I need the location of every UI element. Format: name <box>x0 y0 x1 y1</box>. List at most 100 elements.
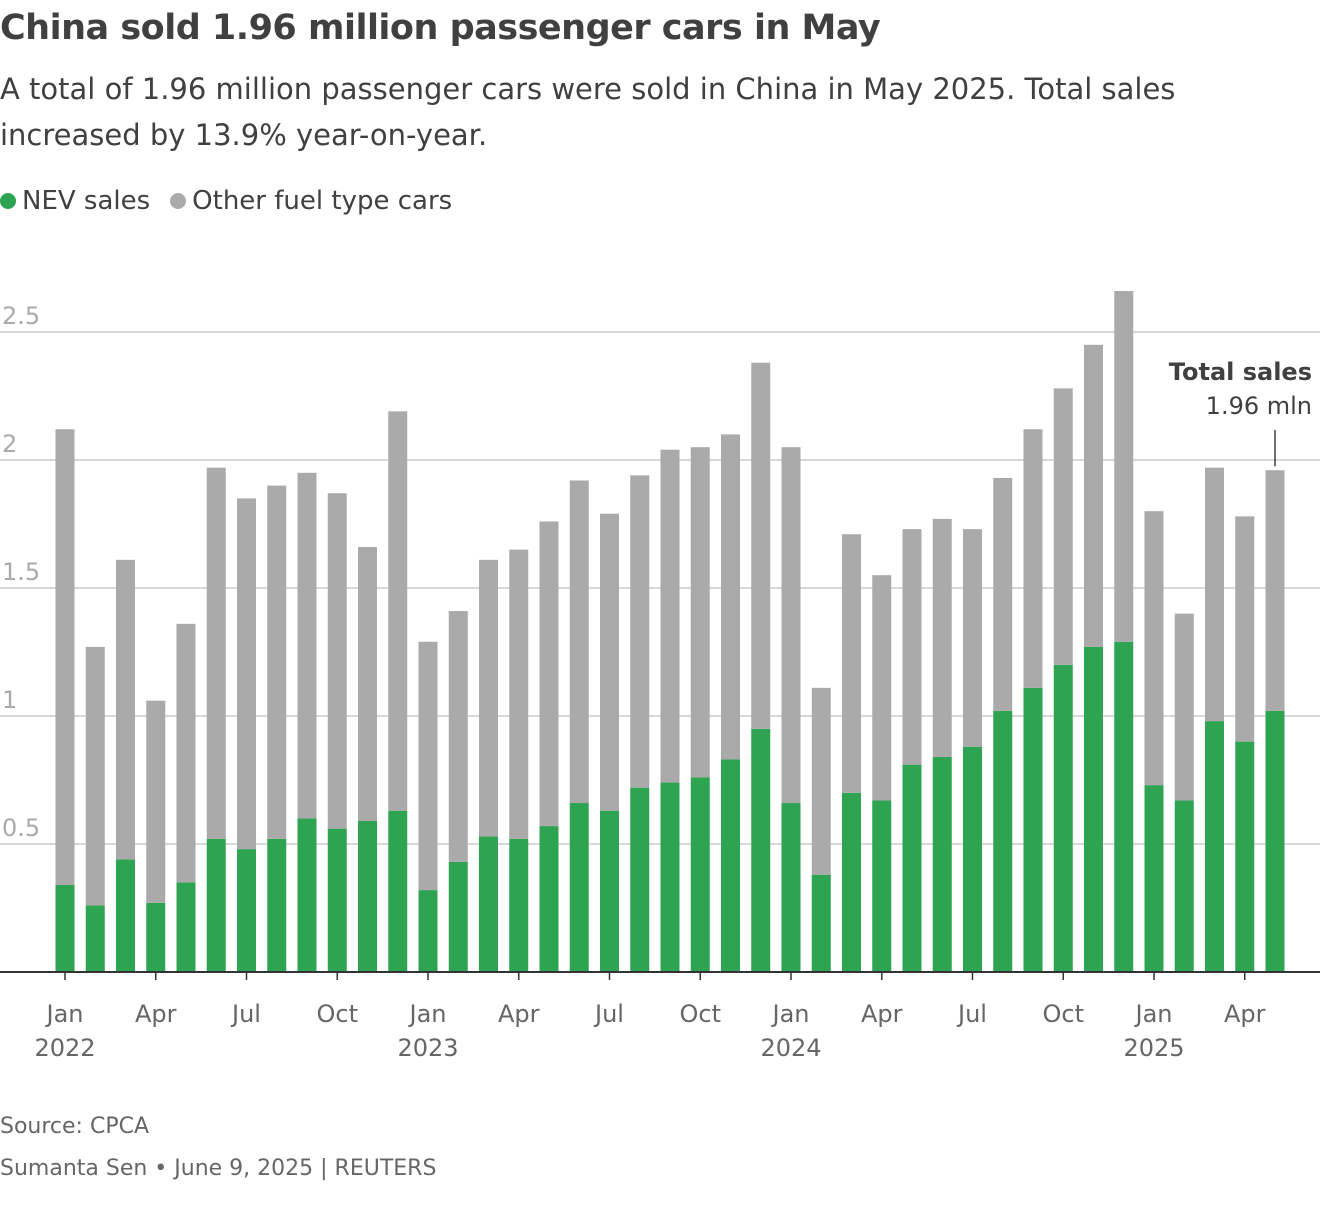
legend-item-other: Other fuel type cars <box>170 186 452 216</box>
bar-other <box>1144 511 1164 786</box>
bar-other <box>781 447 801 804</box>
bar-other <box>600 513 619 811</box>
y-tick-label: 2.5 <box>2 302 40 330</box>
bar-nev <box>1144 785 1164 972</box>
bar-other <box>539 521 559 827</box>
bar-other <box>842 534 861 793</box>
x-tick-year: 2025 <box>1123 1034 1184 1062</box>
bar-nev <box>811 874 831 972</box>
bar-other <box>418 641 438 891</box>
bar-nev <box>539 826 559 972</box>
bar-other <box>206 467 226 839</box>
bar-nev <box>479 836 498 972</box>
bar-other <box>267 485 287 839</box>
bar-other <box>237 498 256 850</box>
x-tick-year: 2024 <box>760 1034 821 1062</box>
bar-other <box>751 362 771 729</box>
bar-nev <box>55 884 75 972</box>
annotation-title: Total sales <box>1169 358 1312 386</box>
bar-other <box>1235 516 1255 742</box>
bar-other <box>1023 429 1043 688</box>
bar-nev <box>721 759 740 972</box>
bar-nev <box>509 838 529 972</box>
bar-other <box>1174 613 1194 801</box>
x-tick-label: Oct <box>317 1000 359 1028</box>
bar-other <box>388 411 408 811</box>
x-tick-label: Apr <box>498 1000 540 1028</box>
bar-nev <box>1023 687 1043 972</box>
chart-title: China sold 1.96 million passenger cars i… <box>0 8 881 48</box>
bar-nev <box>630 787 650 972</box>
bar-nev <box>902 764 922 972</box>
bar-nev <box>116 859 135 972</box>
bar-other <box>569 480 589 804</box>
x-tick-label: Jul <box>593 1000 624 1028</box>
bar-nev <box>751 728 771 972</box>
bar-other <box>932 518 952 757</box>
bar-nev <box>297 818 317 972</box>
source-note: Source: CPCA <box>0 1114 150 1139</box>
y-tick-label: 1.5 <box>2 558 40 586</box>
x-tick-label: Apr <box>1224 1000 1266 1028</box>
y-tick-label: 0.5 <box>2 814 40 842</box>
bar-nev <box>448 861 468 972</box>
bar-other <box>85 646 105 906</box>
bar-nev <box>146 902 166 972</box>
bar-nev <box>781 803 801 972</box>
bar-other <box>146 700 166 903</box>
annotation-value: 1.96 mln <box>1206 392 1312 420</box>
bar-nev <box>569 803 589 972</box>
bar-other <box>55 429 75 885</box>
x-tick-label: Jan <box>45 1000 84 1028</box>
x-tick-label: Apr <box>135 1000 177 1028</box>
bar-nev <box>267 838 287 972</box>
bar-other <box>872 575 892 801</box>
bar-nev <box>932 756 952 972</box>
bar-other <box>448 611 468 862</box>
y-tick-label: 2 <box>2 430 17 458</box>
bar-other <box>660 449 680 783</box>
bar-nev <box>358 820 377 972</box>
x-tick-year: 2022 <box>34 1034 95 1062</box>
bar-nev <box>842 792 861 972</box>
bar-nev <box>176 882 196 972</box>
bar-nev <box>1114 641 1134 972</box>
x-tick-label: Jan <box>408 1000 447 1028</box>
bar-nev <box>963 746 982 972</box>
x-tick-label: Apr <box>861 1000 903 1028</box>
x-tick-label: Jan <box>1134 1000 1173 1028</box>
bar-other <box>479 559 498 837</box>
bar-nev <box>1174 800 1194 972</box>
bar-nev <box>660 782 680 972</box>
bar-nev <box>1265 710 1285 972</box>
credit-line: Sumanta Sen • June 9, 2025 | REUTERS <box>0 1156 437 1181</box>
bar-other <box>993 477 1013 711</box>
bar-nev <box>1235 741 1255 972</box>
bar-other <box>721 434 740 760</box>
chart-subtitle: A total of 1.96 million passenger cars w… <box>0 72 1176 152</box>
bar-other <box>690 447 710 778</box>
legend-label-nev: NEV sales <box>22 186 151 216</box>
bar-nev <box>690 777 710 972</box>
bar-nev <box>327 828 347 972</box>
bar-other <box>630 475 650 788</box>
bar-other <box>1084 344 1103 647</box>
bar-other <box>327 493 347 829</box>
x-tick-label: Jul <box>230 1000 261 1028</box>
bar-other <box>176 623 196 883</box>
x-tick-year: 2023 <box>397 1034 458 1062</box>
x-tick-label: Jan <box>771 1000 810 1028</box>
y-tick-label: 1 <box>2 686 17 714</box>
bar-nev <box>418 890 438 972</box>
bar-other <box>1053 388 1073 665</box>
x-tick-label: Oct <box>1043 1000 1085 1028</box>
x-tick-label: Jul <box>956 1000 987 1028</box>
bar-other <box>1265 470 1285 711</box>
x-tick-label: Oct <box>680 1000 722 1028</box>
bar-other <box>1114 291 1134 642</box>
bar-nev <box>1084 646 1103 972</box>
legend-item-nev: NEV sales <box>0 186 150 216</box>
bar-other <box>358 547 377 821</box>
legend-swatch-other <box>170 193 187 209</box>
